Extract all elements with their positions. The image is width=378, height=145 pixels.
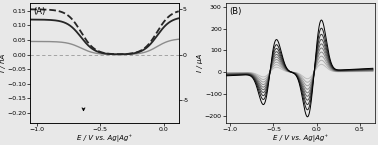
X-axis label: E / V vs. Ag|Ag⁺: E / V vs. Ag|Ag⁺: [77, 134, 132, 142]
X-axis label: E / V vs. Ag|Ag⁺: E / V vs. Ag|Ag⁺: [273, 134, 328, 142]
Text: (A): (A): [33, 7, 45, 16]
Text: (B): (B): [229, 7, 241, 16]
Y-axis label: I / μA: I / μA: [197, 54, 203, 72]
Y-axis label: I / nA: I / nA: [0, 54, 6, 72]
